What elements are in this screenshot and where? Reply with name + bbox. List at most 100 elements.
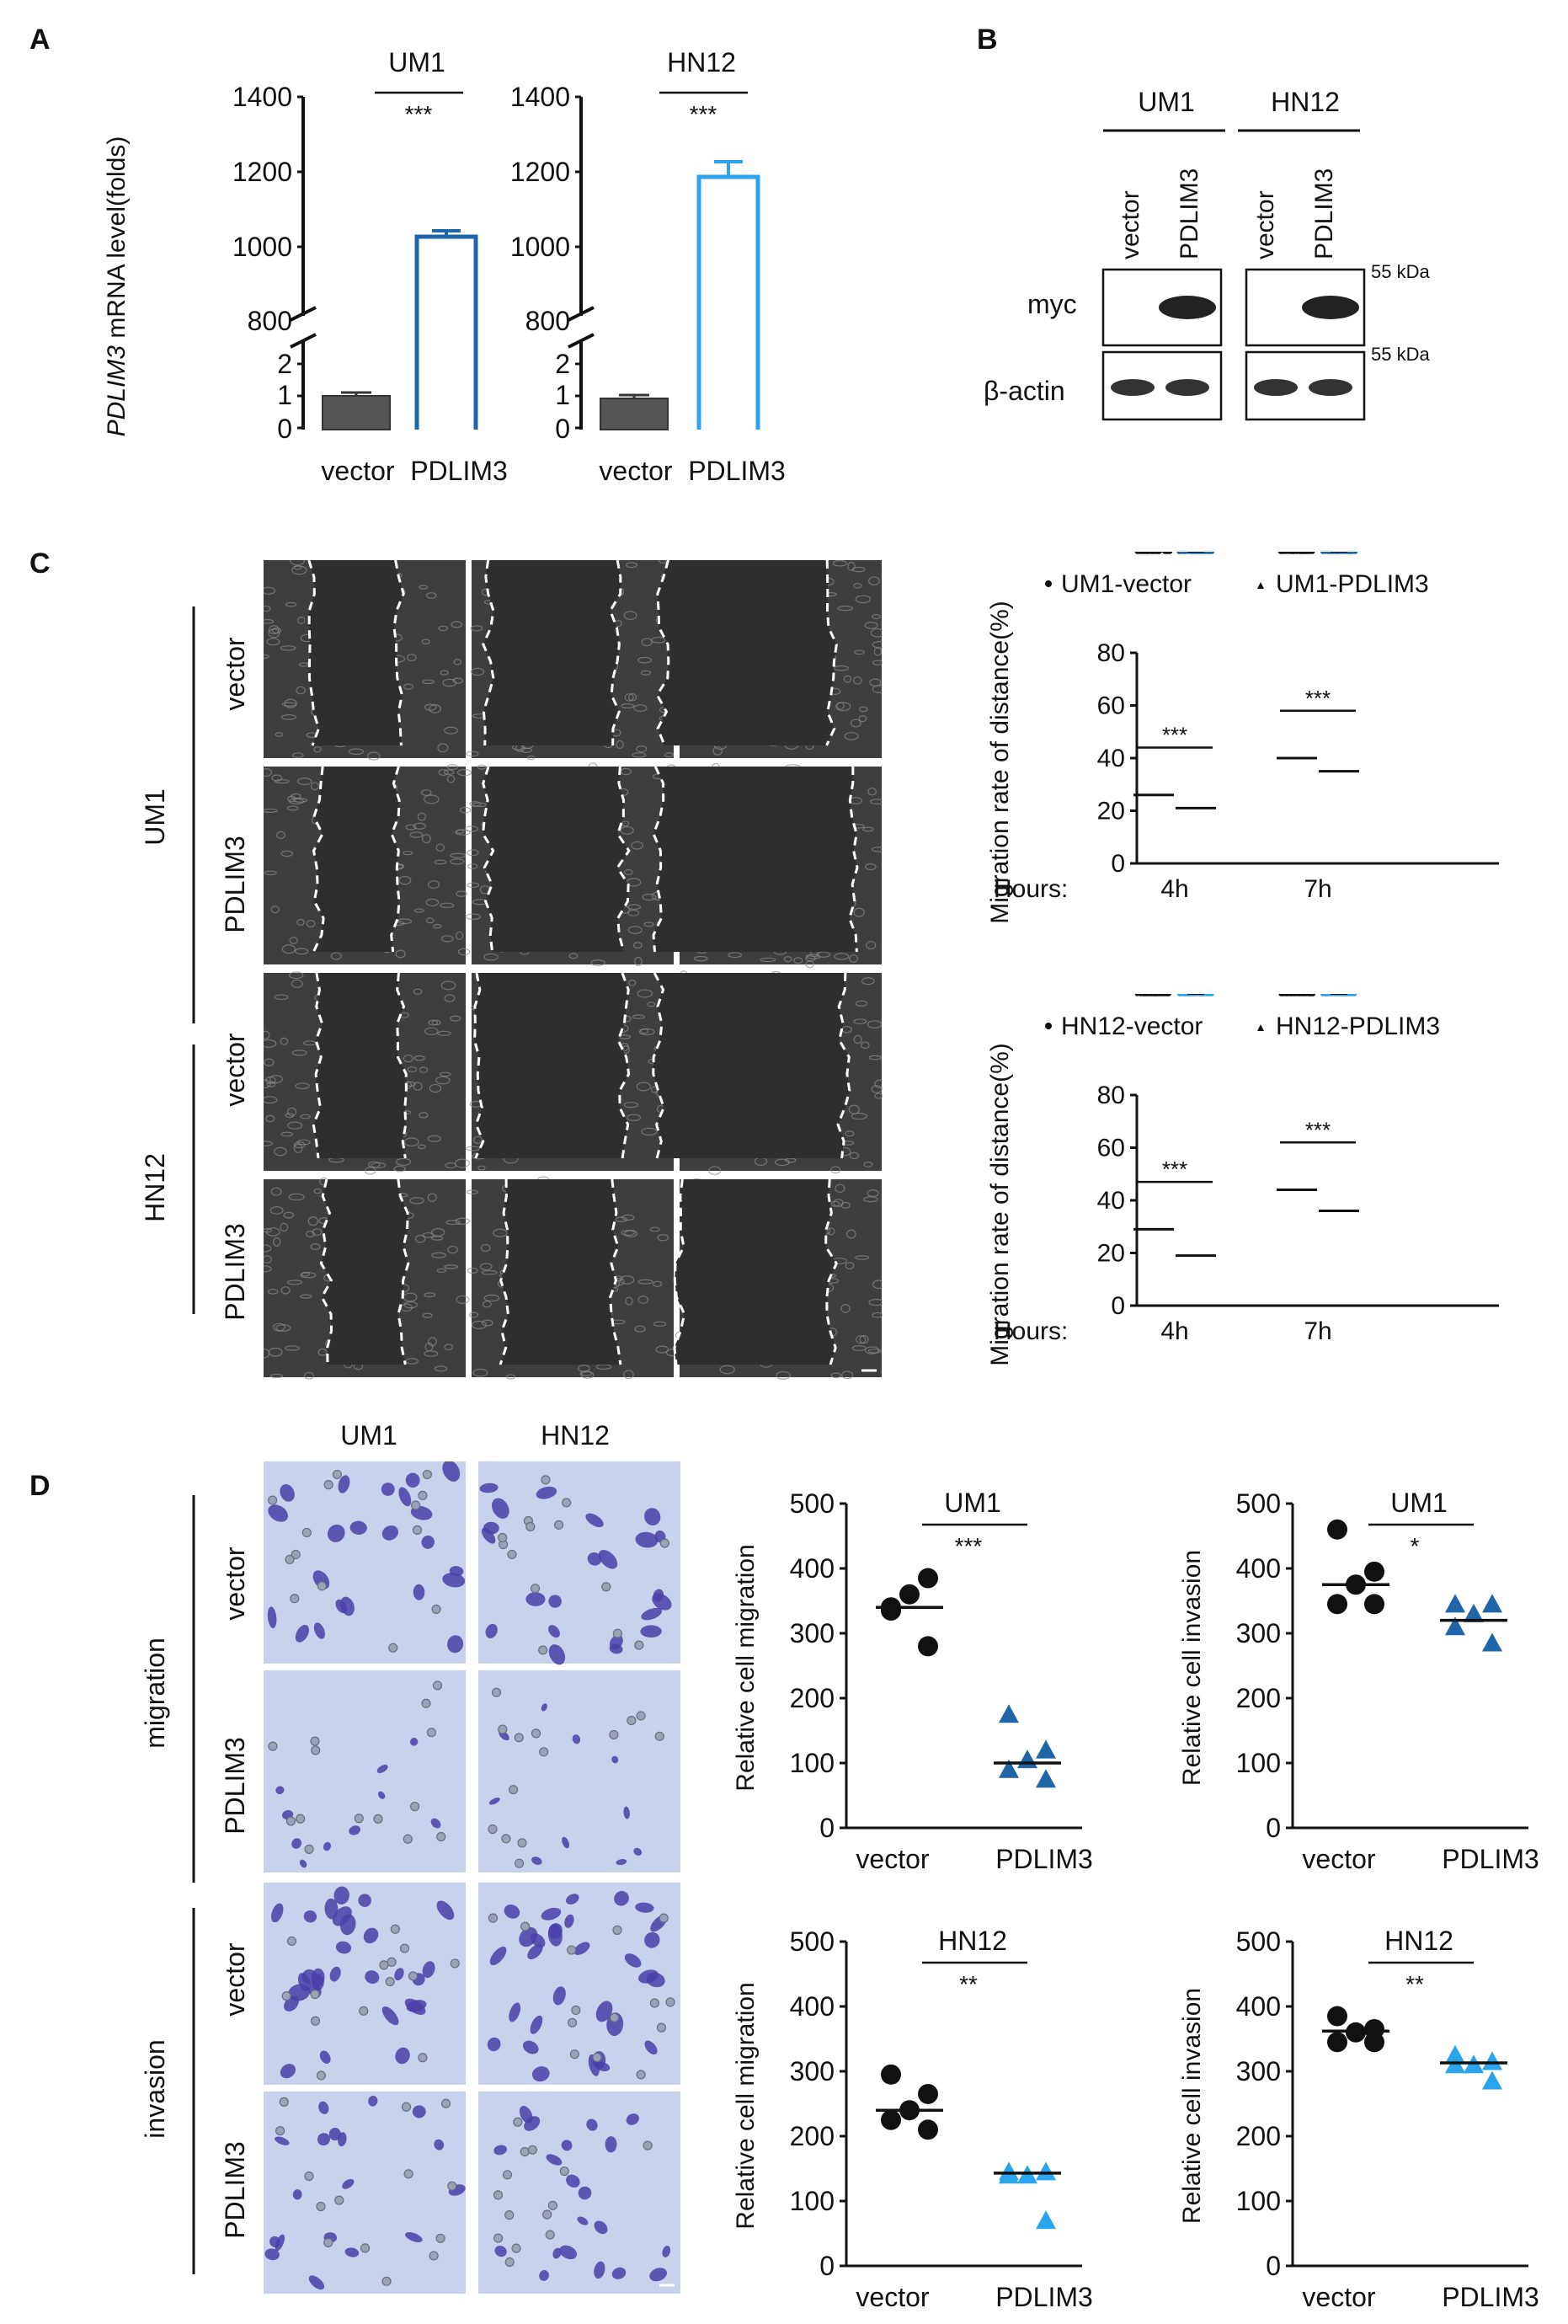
cell — [635, 1902, 654, 1913]
cell — [442, 1460, 461, 1482]
cell — [319, 2050, 331, 2064]
cell — [616, 1859, 627, 1866]
wound-edge — [609, 1178, 622, 1365]
pore — [609, 1729, 619, 1740]
x-tick-label: vector — [856, 2282, 929, 2312]
cell — [406, 2000, 427, 2012]
cell — [623, 1806, 630, 1819]
pore — [612, 1925, 622, 1935]
data-point — [1320, 552, 1325, 554]
y-axis-label: Relative cell migration — [732, 1544, 760, 1791]
x-tick-label: PDLIM3 — [995, 1844, 1093, 1874]
cell — [479, 1483, 499, 1493]
x-tick-label: 4h — [1160, 875, 1188, 903]
tick: 1400 — [510, 82, 570, 112]
cell — [536, 1486, 557, 1499]
y-tick-label: 500 — [1236, 1926, 1281, 1957]
cell — [377, 1791, 386, 1799]
pore — [450, 1958, 460, 1969]
data-point — [1206, 552, 1211, 554]
data-point — [1036, 1769, 1056, 1788]
data-point — [1165, 994, 1171, 996]
tick: 1 — [277, 380, 292, 410]
pore — [332, 1469, 343, 1480]
cell — [509, 2002, 521, 2022]
wound-tile — [258, 556, 466, 761]
pore — [379, 1960, 389, 1970]
pore — [385, 1976, 395, 1987]
pore — [418, 1490, 428, 1500]
pore — [268, 1495, 278, 1505]
data-point — [1482, 1632, 1502, 1652]
wound-edge — [499, 1178, 509, 1365]
pore — [612, 1628, 622, 1638]
y-tick-label: 0 — [1111, 1292, 1125, 1320]
pore — [279, 2097, 289, 2107]
cell — [327, 1524, 345, 1542]
pore — [311, 1745, 321, 1755]
pore — [432, 1680, 443, 1691]
pore — [310, 1989, 320, 2000]
legend-label: HN12-vector — [1061, 1012, 1203, 1040]
y-tick-label: 0 — [1111, 850, 1125, 878]
y-tick-label: 300 — [790, 1618, 835, 1648]
data-point — [1136, 552, 1141, 554]
cell — [605, 2136, 617, 2153]
cell — [268, 1504, 288, 1522]
cell — [561, 2140, 573, 2151]
cell — [280, 1484, 295, 1502]
pore — [399, 1943, 410, 1953]
panel-a-hn12: HN12 *** 1400 1200 1000 800 2 1 0 vector… — [510, 47, 786, 486]
data-point — [1445, 1616, 1465, 1636]
y-tick-label: 20 — [1097, 798, 1125, 825]
panel-d-plot-hn12-migration: 500 400 300 200 100 0 Relative cell migration H… — [732, 1926, 1093, 2312]
y-tick-label: 20 — [1097, 1240, 1125, 1268]
pore — [547, 2200, 557, 2210]
chart-title: UM1 — [388, 47, 445, 77]
cell — [381, 2006, 399, 2026]
wound-tile — [655, 558, 888, 758]
pore — [539, 1747, 549, 1757]
y-tick-label: 400 — [1236, 1553, 1281, 1584]
cell — [410, 1738, 419, 1746]
lane-label: PDLIM3 — [1176, 168, 1203, 259]
cell — [494, 2246, 507, 2257]
cell — [539, 2269, 549, 2281]
cell — [572, 1734, 581, 1744]
wound-edge — [312, 766, 325, 953]
data-point — [1277, 552, 1283, 554]
y-tick-label: 200 — [790, 2121, 835, 2151]
cell — [335, 1941, 352, 1954]
pore — [656, 2022, 667, 2033]
pore — [643, 2140, 653, 2150]
cell — [541, 1703, 547, 1712]
pore — [401, 2102, 412, 2112]
tick: 2 — [277, 349, 292, 379]
data-point — [1364, 2032, 1384, 2053]
data-point — [999, 1759, 1019, 1778]
tick: 800 — [525, 306, 570, 336]
pore — [268, 1741, 278, 1751]
pore — [659, 1913, 669, 1923]
cell — [398, 1487, 412, 1507]
cell — [492, 1498, 509, 1519]
data-point — [1324, 994, 1329, 996]
pore — [649, 1998, 659, 2008]
pore — [301, 1527, 312, 1538]
cell — [504, 1904, 520, 1919]
xlabel: vector — [321, 456, 394, 486]
wound-tile — [652, 970, 887, 1176]
cell — [412, 2105, 426, 2118]
cell — [649, 2268, 667, 2282]
cell — [333, 1886, 349, 1905]
cell — [635, 1531, 659, 1548]
data-point — [1036, 2210, 1056, 2230]
lane-label: vector — [1117, 190, 1144, 259]
wound-tile — [673, 1178, 885, 1380]
y-axis-label: Relative cell invasion — [1178, 1550, 1206, 1786]
cell — [548, 1595, 562, 1608]
wound-tile — [652, 762, 887, 969]
pore — [316, 2201, 326, 2212]
wound-edge — [396, 972, 408, 1159]
y-axis-label: Relative cell migration — [732, 1982, 760, 2229]
